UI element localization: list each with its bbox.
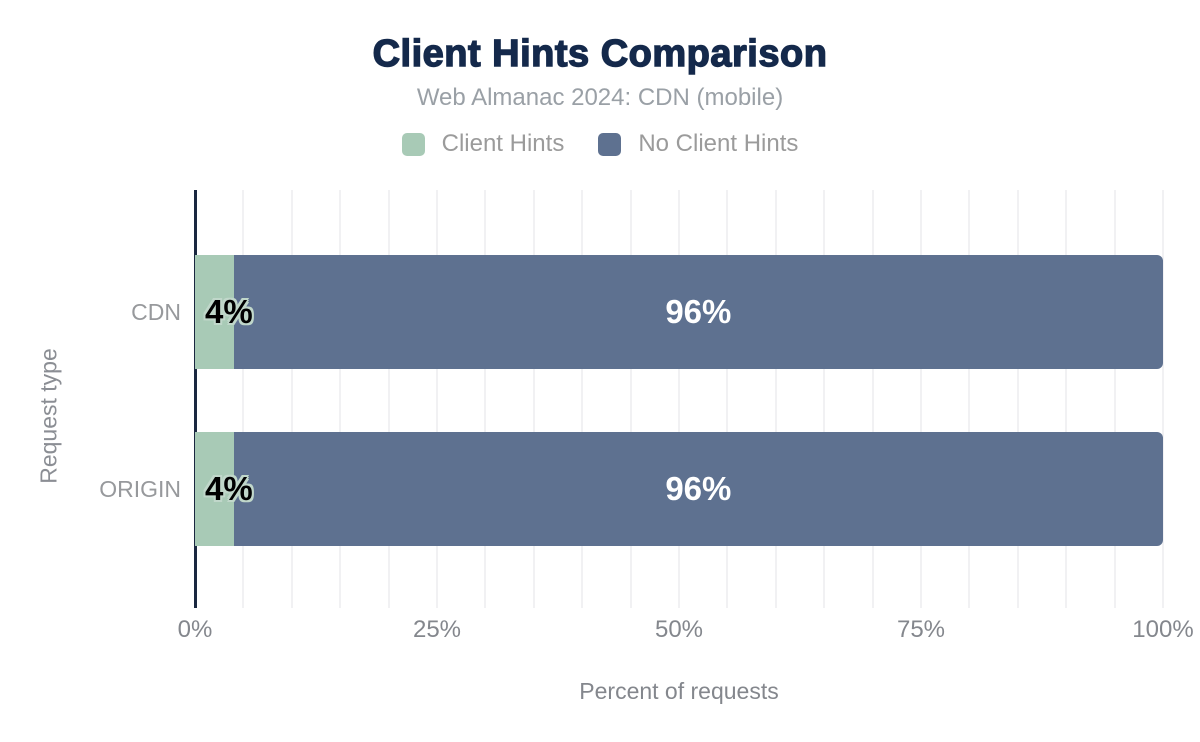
bar-segment-origin-client-hints[interactable]: 4%	[195, 432, 253, 546]
gridline	[871, 190, 874, 608]
legend: Client Hints No Client Hints	[0, 130, 1200, 158]
bar-value-label: 4%	[205, 293, 253, 330]
gridline	[774, 190, 777, 608]
x-tick-label-0: 0%	[177, 616, 213, 643]
x-tick-label-100: 100%	[1132, 616, 1194, 643]
gridline	[823, 190, 826, 608]
gridline	[1065, 190, 1068, 608]
gridline	[387, 190, 390, 608]
gridline	[436, 190, 438, 608]
y-axis-line	[194, 190, 197, 608]
x-axis-title: Percent of requests	[579, 678, 779, 704]
legend-item-label: No Client Hints	[638, 130, 799, 157]
chart-header: Client Hints Comparison Web Almanac 2024…	[0, 0, 1200, 158]
legend-swatch-icon	[401, 132, 425, 156]
y-category-label-origin: ORIGIN	[99, 476, 181, 502]
gridline	[968, 190, 971, 608]
gridline	[1113, 190, 1116, 608]
bar-value-label: 4%	[205, 470, 253, 507]
gridline	[581, 190, 584, 608]
y-category-label-cdn: CDN	[131, 299, 181, 325]
gridline	[532, 190, 535, 608]
legend-swatch-icon	[598, 132, 622, 156]
x-tick-label-25: 25%	[412, 616, 462, 643]
bar-segment-cdn-no-client-hints[interactable]: 96%	[233, 255, 1163, 369]
bar-row-origin: 4% 96%	[195, 432, 1163, 546]
y-axis-title: Request type	[35, 348, 62, 484]
gridline	[678, 190, 680, 608]
bar-segment-cdn-client-hints[interactable]: 4%	[195, 255, 253, 369]
bar-value-label: 96%	[665, 470, 732, 507]
legend-item-label: Client Hints	[441, 130, 565, 157]
gridline	[290, 190, 293, 608]
chart-subtitle: Web Almanac 2024: CDN (mobile)	[416, 84, 784, 111]
gridline	[484, 190, 487, 608]
bar-row-cdn: 4% 96%	[195, 255, 1163, 369]
gridline	[629, 190, 632, 608]
x-tick-label-50: 50%	[654, 616, 704, 643]
gridline	[339, 190, 342, 608]
gridline	[920, 190, 922, 608]
bar-segment-origin-no-client-hints[interactable]: 96%	[233, 432, 1163, 546]
gridline	[726, 190, 729, 608]
legend-item-client-hints[interactable]: Client Hints	[401, 130, 565, 158]
bar-value-label: 96%	[665, 293, 732, 330]
gridline	[1016, 190, 1019, 608]
chart-title: Client Hints Comparison	[372, 32, 828, 75]
x-tick-label-75: 75%	[896, 616, 946, 643]
gridline	[1162, 190, 1164, 608]
gridline	[242, 190, 245, 608]
plot-area: 4% 96% 4% 96%	[194, 190, 1164, 608]
legend-item-no-client-hints[interactable]: No Client Hints	[598, 130, 798, 158]
